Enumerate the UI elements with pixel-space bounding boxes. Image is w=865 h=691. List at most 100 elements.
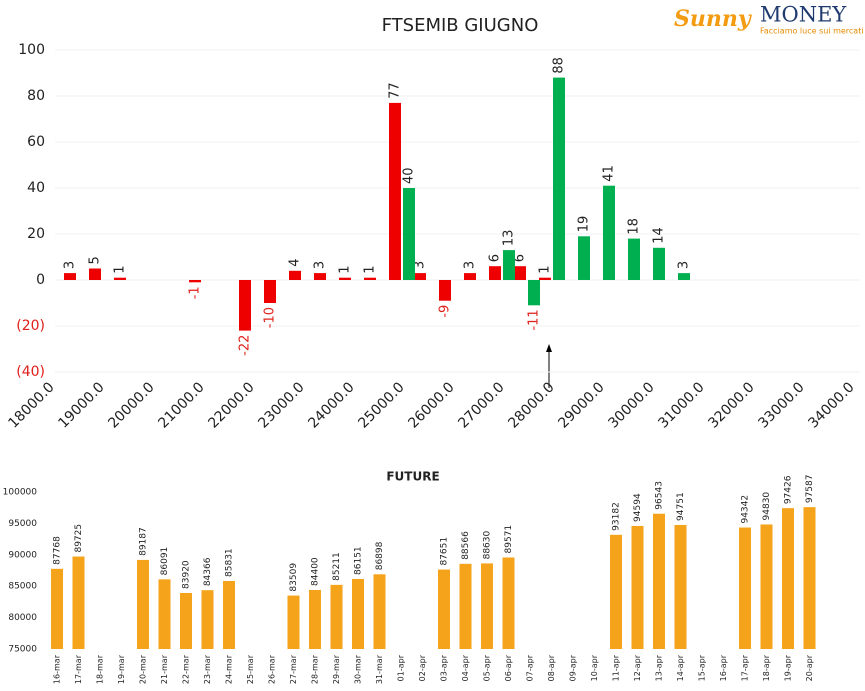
- bar: [489, 266, 501, 280]
- bar: [364, 277, 376, 280]
- x-tick-label: 05-apr: [483, 654, 492, 681]
- bar: [438, 569, 450, 649]
- bar: [439, 280, 451, 301]
- value-label: 87768: [53, 536, 63, 565]
- value-label: -10: [263, 307, 278, 328]
- value-label: 3: [313, 261, 328, 269]
- value-label: 41: [602, 165, 617, 182]
- bar: [330, 584, 343, 649]
- x-tick-label: 18000.0: [5, 379, 57, 431]
- y-tick-label: 95000: [8, 519, 37, 529]
- x-tick-label: 29000.0: [555, 379, 607, 431]
- x-tick-label: 30000.0: [605, 379, 657, 431]
- value-label: 3: [413, 261, 428, 269]
- y-tick-label: 0: [36, 272, 45, 288]
- x-tick-label: 28-mar: [311, 654, 320, 684]
- x-tick-label: 22000.0: [205, 379, 257, 431]
- x-tick-label: 16-apr: [719, 654, 728, 681]
- bar: [352, 578, 364, 649]
- x-tick-label: 11-apr: [612, 654, 621, 681]
- x-tick-label: 07-apr: [526, 654, 535, 681]
- bar: [137, 559, 149, 649]
- x-tick-label: 25-mar: [246, 654, 255, 684]
- bar: [64, 273, 76, 280]
- value-label: 85211: [332, 552, 342, 581]
- bar: [389, 102, 401, 281]
- x-tick-label: 31000.0: [655, 379, 707, 431]
- x-tick-label: 19000.0: [55, 379, 107, 431]
- value-label: 14: [652, 227, 667, 244]
- x-tick-label: 26-mar: [268, 654, 277, 684]
- bar: [339, 277, 351, 280]
- x-tick-label: 30-mar: [354, 654, 363, 684]
- y-tick-label: 100000: [3, 488, 38, 498]
- value-label: 96543: [655, 481, 665, 510]
- y-tick-label: 60: [27, 134, 45, 150]
- value-label: 1: [363, 265, 378, 273]
- value-label: 97587: [805, 475, 815, 504]
- bar: [287, 595, 300, 649]
- x-tick-label: 06-apr: [504, 654, 513, 681]
- x-tick-label: 04-apr: [461, 654, 470, 681]
- bar: [189, 280, 201, 283]
- bar: [578, 236, 590, 280]
- value-label: -1: [188, 286, 203, 299]
- y-tick-label: 90000: [8, 550, 37, 560]
- x-tick-label: 28000.0: [505, 379, 557, 431]
- value-label: 3: [677, 261, 692, 269]
- x-tick-label: 34000.0: [805, 379, 857, 431]
- value-label: 86898: [375, 541, 385, 570]
- value-label: -11: [527, 309, 542, 330]
- value-label: 18: [627, 218, 642, 235]
- bar: [631, 525, 644, 649]
- x-tick-label: 21000.0: [155, 379, 207, 431]
- x-tick-label: 18-mar: [96, 654, 105, 684]
- bar: [464, 273, 476, 280]
- y-tick-label: 85000: [8, 582, 37, 592]
- x-tick-label: 20000.0: [105, 379, 157, 431]
- value-label: 19: [577, 216, 592, 233]
- bar: [114, 277, 126, 280]
- x-tick-label: 32000.0: [705, 379, 757, 431]
- x-tick-label: 25000.0: [355, 379, 407, 431]
- value-label: 89187: [139, 527, 149, 556]
- bar: [739, 527, 751, 649]
- value-label: 6: [513, 254, 528, 262]
- x-tick-label: 29-mar: [332, 654, 341, 684]
- value-label: 85831: [225, 548, 235, 577]
- bar: [89, 268, 101, 280]
- y-tick-label: 100: [18, 42, 45, 58]
- bar: [158, 579, 171, 649]
- y-tick-label: (40): [16, 364, 45, 380]
- value-label: 94342: [741, 495, 751, 524]
- value-label: 5: [88, 256, 103, 264]
- x-tick-label: 22-mar: [182, 654, 191, 684]
- value-label: 1: [113, 265, 128, 273]
- x-tick-label: 23-mar: [203, 654, 212, 684]
- x-tick-label: 21-mar: [160, 654, 169, 684]
- x-tick-label: 18-apr: [762, 654, 771, 681]
- bar: [502, 557, 515, 649]
- bar: [553, 77, 565, 280]
- logo-name: MONEY: [760, 3, 847, 27]
- value-label: 3: [463, 261, 478, 269]
- x-tick-label: 09-apr: [569, 654, 578, 681]
- value-label: 1: [338, 265, 353, 273]
- logo-brand: Sunny: [674, 6, 753, 32]
- bar: [403, 188, 415, 280]
- bar: [653, 513, 665, 649]
- x-tick-label: 13-apr: [655, 654, 664, 681]
- bar: [760, 524, 773, 649]
- x-tick-label: 15-apr: [698, 654, 707, 681]
- value-label: -22: [238, 335, 253, 356]
- x-tick-label: 08-apr: [547, 654, 556, 681]
- bar: [514, 266, 526, 280]
- bar: [678, 273, 690, 280]
- value-label: 83509: [289, 563, 299, 592]
- bar: [459, 563, 472, 649]
- x-tick-label: 20-mar: [139, 654, 148, 684]
- x-tick-label: 14-apr: [676, 654, 685, 681]
- value-label: 89571: [504, 525, 514, 554]
- value-label: 84366: [203, 557, 213, 586]
- bar: [264, 280, 276, 303]
